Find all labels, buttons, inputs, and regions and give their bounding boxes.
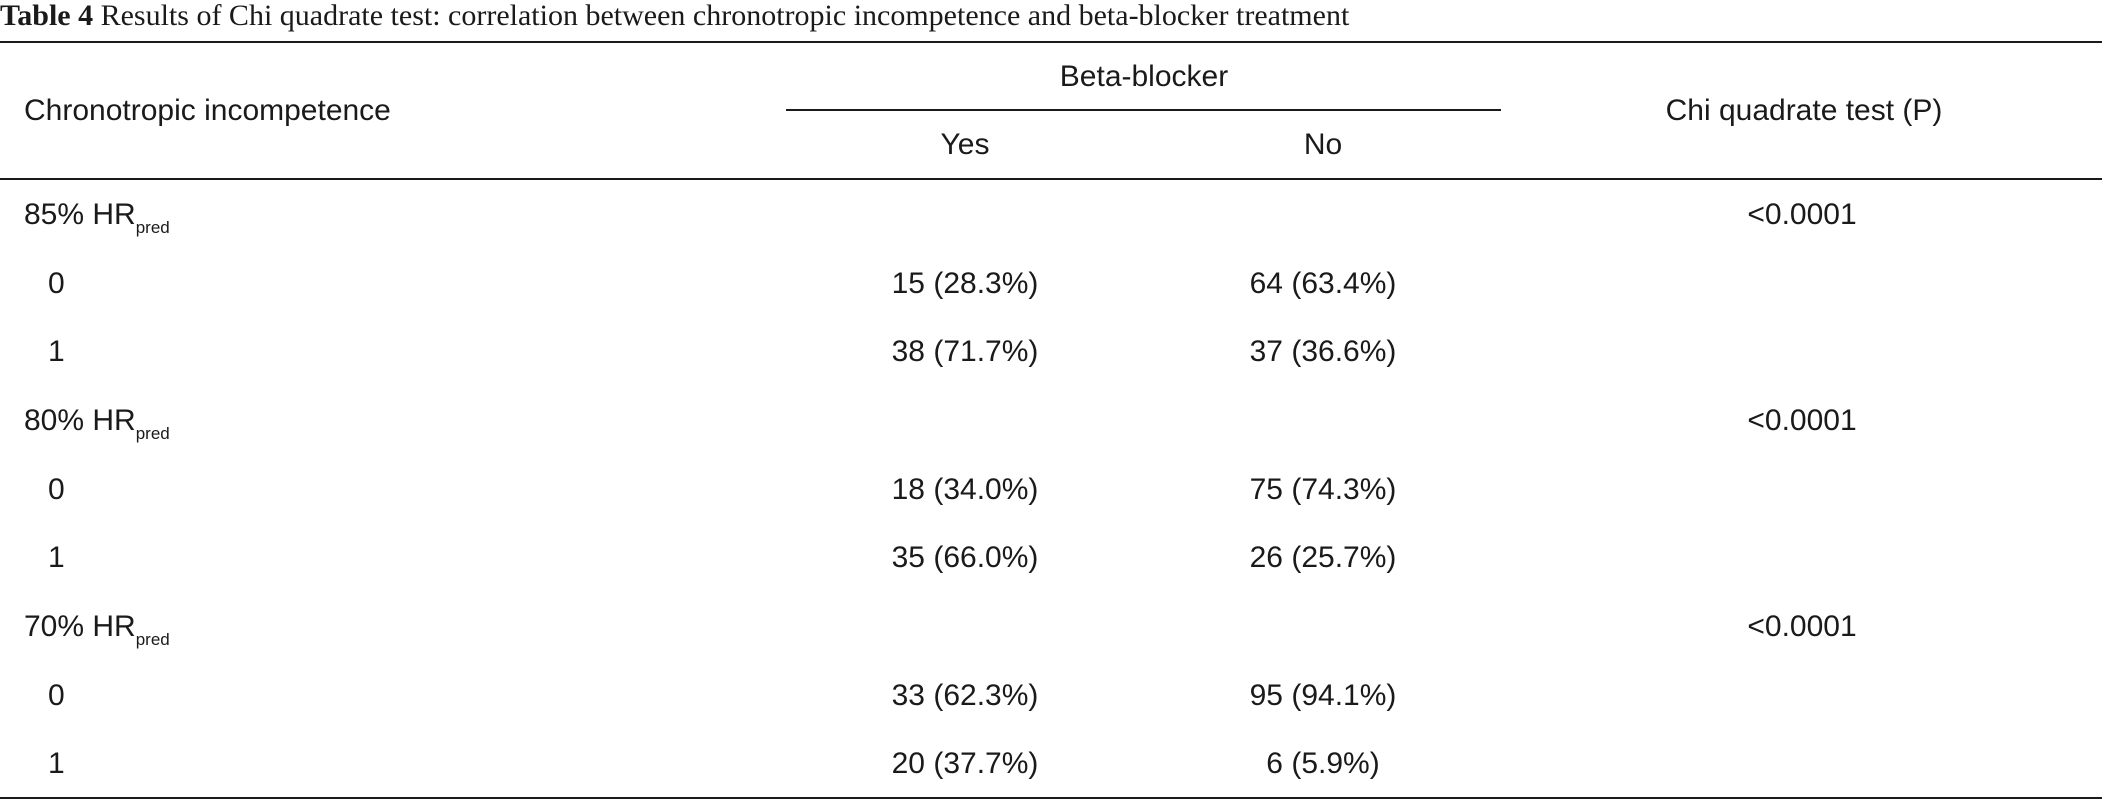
- header-col-yes: Yes: [940, 128, 990, 161]
- cell-yes: 20 (37.7%): [891, 747, 1039, 780]
- header-group-rule: [786, 109, 1501, 111]
- table-top-rule: [0, 41, 2102, 43]
- cell-yes: 18 (34.0%): [891, 473, 1039, 506]
- group-label: 80% HRpred: [24, 403, 170, 442]
- table-caption-text: Results of Chi quadrate test: correlatio…: [93, 0, 1350, 32]
- header-group-beta-blocker: Beta-blocker: [1059, 60, 1229, 93]
- table-bottom-rule: [0, 797, 2102, 799]
- group-label: 70% HRpred: [24, 609, 170, 648]
- group-label: 85% HRpred: [24, 197, 170, 236]
- group-label-subscript: pred: [135, 424, 170, 443]
- group-label-text: 80% HR: [24, 404, 136, 437]
- group-label-subscript: pred: [135, 630, 170, 649]
- cell-yes: 15 (28.3%): [891, 267, 1039, 300]
- group-label-subscript: pred: [135, 218, 170, 237]
- header-col-p: Chi quadrate test (P): [1665, 94, 1943, 127]
- header-col-no: No: [1303, 128, 1343, 161]
- group-p-value: <0.0001: [1747, 610, 1857, 643]
- table-caption-label: Table 4: [0, 0, 94, 32]
- row-level: 0: [48, 473, 65, 506]
- row-level: 1: [48, 541, 65, 574]
- cell-no: 26 (25.7%): [1249, 541, 1397, 574]
- cell-no: 64 (63.4%): [1249, 267, 1397, 300]
- header-row-label: Chronotropic incompetence: [24, 94, 391, 127]
- table-caption: Table 4 Results of Chi quadrate test: co…: [0, 0, 1349, 34]
- row-level: 1: [48, 335, 65, 368]
- cell-no: 6 (5.9%): [1266, 747, 1380, 780]
- cell-yes: 33 (62.3%): [891, 679, 1039, 712]
- row-level: 0: [48, 267, 65, 300]
- group-p-value: <0.0001: [1747, 404, 1857, 437]
- cell-no: 37 (36.6%): [1249, 335, 1397, 368]
- cell-yes: 35 (66.0%): [891, 541, 1039, 574]
- row-level: 1: [48, 747, 65, 780]
- group-p-value: <0.0001: [1747, 198, 1857, 231]
- table-header-rule: [0, 178, 2102, 180]
- cell-yes: 38 (71.7%): [891, 335, 1039, 368]
- cell-no: 75 (74.3%): [1249, 473, 1397, 506]
- group-label-text: 70% HR: [24, 610, 136, 643]
- group-label-text: 85% HR: [24, 198, 136, 231]
- cell-no: 95 (94.1%): [1249, 679, 1397, 712]
- row-level: 0: [48, 679, 65, 712]
